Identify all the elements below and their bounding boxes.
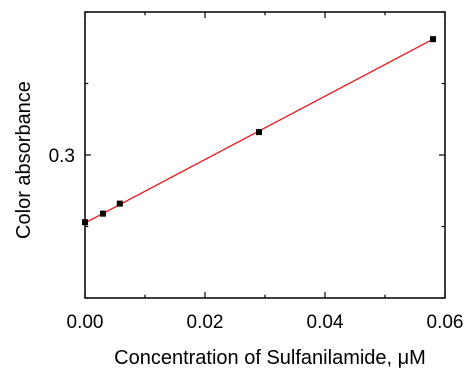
x-tick-label: 0.06 xyxy=(427,312,464,333)
data-point xyxy=(100,210,106,217)
y-tick-label: 0.3 xyxy=(49,146,75,167)
x-axis-label: Concentration of Sulfanilamide, μM xyxy=(114,347,426,369)
data-points xyxy=(82,36,436,226)
x-tick-label: 0.00 xyxy=(67,312,104,333)
x-tick-label: 0.02 xyxy=(187,312,224,333)
data-point xyxy=(116,200,123,207)
data-point xyxy=(256,129,262,136)
data-point xyxy=(430,36,436,43)
x-tick-label: 0.04 xyxy=(307,312,344,333)
y-axis-label: Color absorbance xyxy=(13,81,35,239)
axis-tick-labels: 0.00 0.02 0.04 0.06 0.3 xyxy=(49,146,464,333)
plot-frame xyxy=(84,11,446,299)
data-point xyxy=(82,219,88,226)
axis-ticks xyxy=(84,11,446,299)
